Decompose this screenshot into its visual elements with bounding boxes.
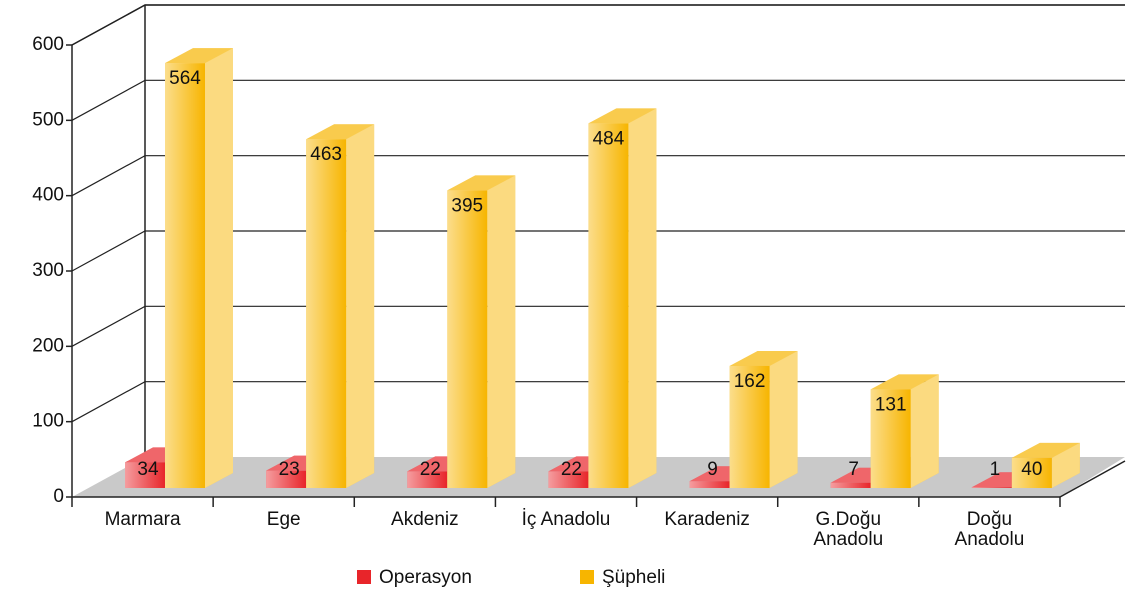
bar-front-shade	[165, 63, 205, 489]
bar-top	[165, 48, 233, 64]
bar-top	[306, 124, 375, 140]
grid-line	[71, 79, 1125, 121]
grid-line	[71, 230, 1125, 272]
bar-side-shade	[205, 48, 233, 489]
x-tick-label: Ege	[267, 509, 301, 530]
value-label: 40	[1021, 459, 1042, 480]
bar-top	[1011, 442, 1080, 458]
bar-top	[729, 350, 798, 366]
y-tick-label: 200	[32, 335, 64, 356]
y-tick-label: 300	[32, 260, 64, 281]
x-tick-label: Marmara	[105, 509, 181, 530]
grid-line	[71, 381, 1125, 423]
bar-front-shade	[1011, 457, 1052, 488]
value-label: 1	[990, 459, 1001, 480]
y-tick-label: 0	[53, 486, 64, 507]
bar	[447, 175, 516, 488]
value-label: 162	[734, 371, 766, 392]
value-label: 9	[707, 459, 718, 480]
bar-front-shade	[588, 123, 629, 489]
bar-side-shade	[628, 108, 657, 489]
bar-side-shade	[1051, 442, 1080, 488]
y-tick-label: 100	[32, 411, 64, 432]
value-label: 22	[561, 459, 582, 480]
bar-front-shade	[971, 487, 1012, 488]
bar-front-shade	[125, 462, 165, 488]
bar-front-shade	[548, 471, 589, 488]
value-label: 131	[875, 394, 907, 415]
legend-label: Şüpheli	[602, 567, 665, 588]
bar-top-shade	[165, 48, 233, 64]
x-tick-label: G.Doğu Anadolu	[813, 509, 883, 550]
x-tick-label: İç Anadolu	[522, 509, 611, 530]
value-label: 463	[310, 144, 342, 165]
value-label: 34	[137, 459, 159, 480]
bar-top	[588, 108, 657, 124]
bar	[870, 374, 939, 488]
bar	[306, 124, 375, 488]
x-tick-label: Doğu Anadolu	[955, 509, 1025, 550]
floor-edge	[1059, 460, 1126, 498]
bar-top-shade	[729, 350, 798, 366]
wall-edge	[71, 4, 1125, 46]
bar-side-shade	[346, 124, 375, 488]
bar-top-shade	[870, 374, 939, 390]
bar-front-shade	[266, 470, 307, 488]
bar-front-shade	[306, 139, 347, 488]
value-label: 7	[848, 459, 859, 480]
bar-front-shade	[729, 365, 770, 488]
bar-top	[870, 374, 939, 390]
bar-top-shade	[588, 108, 657, 124]
legend-swatch	[357, 570, 371, 584]
bar-front-shade	[407, 471, 448, 488]
grid-line	[71, 4, 1125, 46]
value-label: 564	[169, 68, 201, 89]
y-tick-label: 400	[32, 185, 64, 206]
bar	[165, 48, 233, 489]
bar	[729, 350, 798, 488]
bar-top-shade	[447, 175, 516, 191]
bar-front-shade	[870, 389, 911, 488]
y-tick-label: 500	[32, 109, 64, 130]
value-label: 395	[451, 195, 483, 216]
bar-front-shade	[689, 481, 730, 488]
bar-front-shade	[830, 482, 871, 488]
bar-side-shade	[910, 374, 939, 488]
y-tick-label: 600	[32, 34, 64, 55]
value-label: 484	[593, 128, 625, 149]
x-tick-label: Akdeniz	[391, 509, 459, 530]
bar-side-shade	[487, 175, 516, 488]
value-label: 22	[420, 459, 441, 480]
bar-side-shade	[769, 350, 798, 488]
x-tick-label: Karadeniz	[664, 509, 750, 530]
bar	[1011, 442, 1080, 488]
bar-front-shade	[447, 190, 488, 488]
value-label: 23	[279, 459, 300, 480]
bar-top	[447, 175, 516, 191]
bar-top-shade	[1011, 442, 1080, 458]
legend-swatch	[580, 570, 594, 584]
bar-top-shade	[306, 124, 375, 140]
bar	[588, 108, 657, 489]
legend-label: Operasyon	[379, 567, 472, 588]
grid-line	[71, 155, 1125, 197]
grid-line	[71, 305, 1125, 347]
